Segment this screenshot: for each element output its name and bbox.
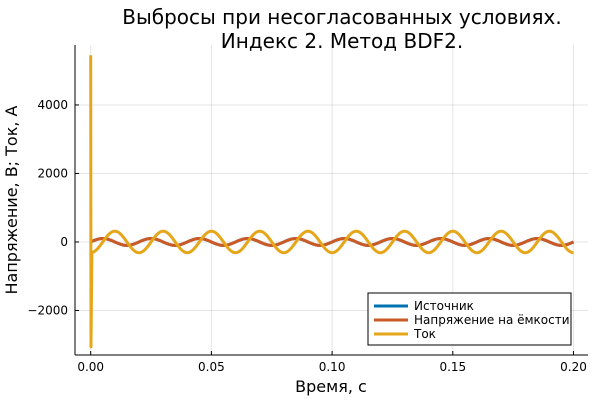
chart-title-line2: Индекс 2. Метод BDF2. [221,29,463,53]
x-tick-label: 0.20 [560,360,587,374]
x-axis-label: Время, с [295,377,367,396]
plot-area [89,55,575,349]
y-axis-label: Напряжение, В; Ток, А [2,105,21,294]
series-line-current [89,55,575,349]
x-tick-label: 0.05 [198,360,225,374]
y-tick-label: −2000 [27,303,68,317]
chart-title-line1: Выбросы при несогласованных условиях. [122,5,561,29]
legend-label-capacitor-voltage: Напряжение на ёмкости [414,313,570,327]
x-tick-label: 0.15 [439,360,466,374]
x-tick-label: 0.00 [77,360,104,374]
x-tick-label: 0.10 [319,360,346,374]
axes [74,45,588,356]
y-tick-label: 2000 [37,166,68,180]
y-ticks: −2000 0 2000 4000 [27,98,79,317]
legend: Источник Напряжение на ёмкости Ток [367,292,572,346]
legend-label-current: Ток [413,327,436,341]
y-tick-label: 0 [60,235,68,249]
legend-label-source: Источник [414,299,474,313]
x-ticks: 0.00 0.05 0.10 0.15 0.20 [77,351,587,374]
y-tick-label: 4000 [37,98,68,112]
